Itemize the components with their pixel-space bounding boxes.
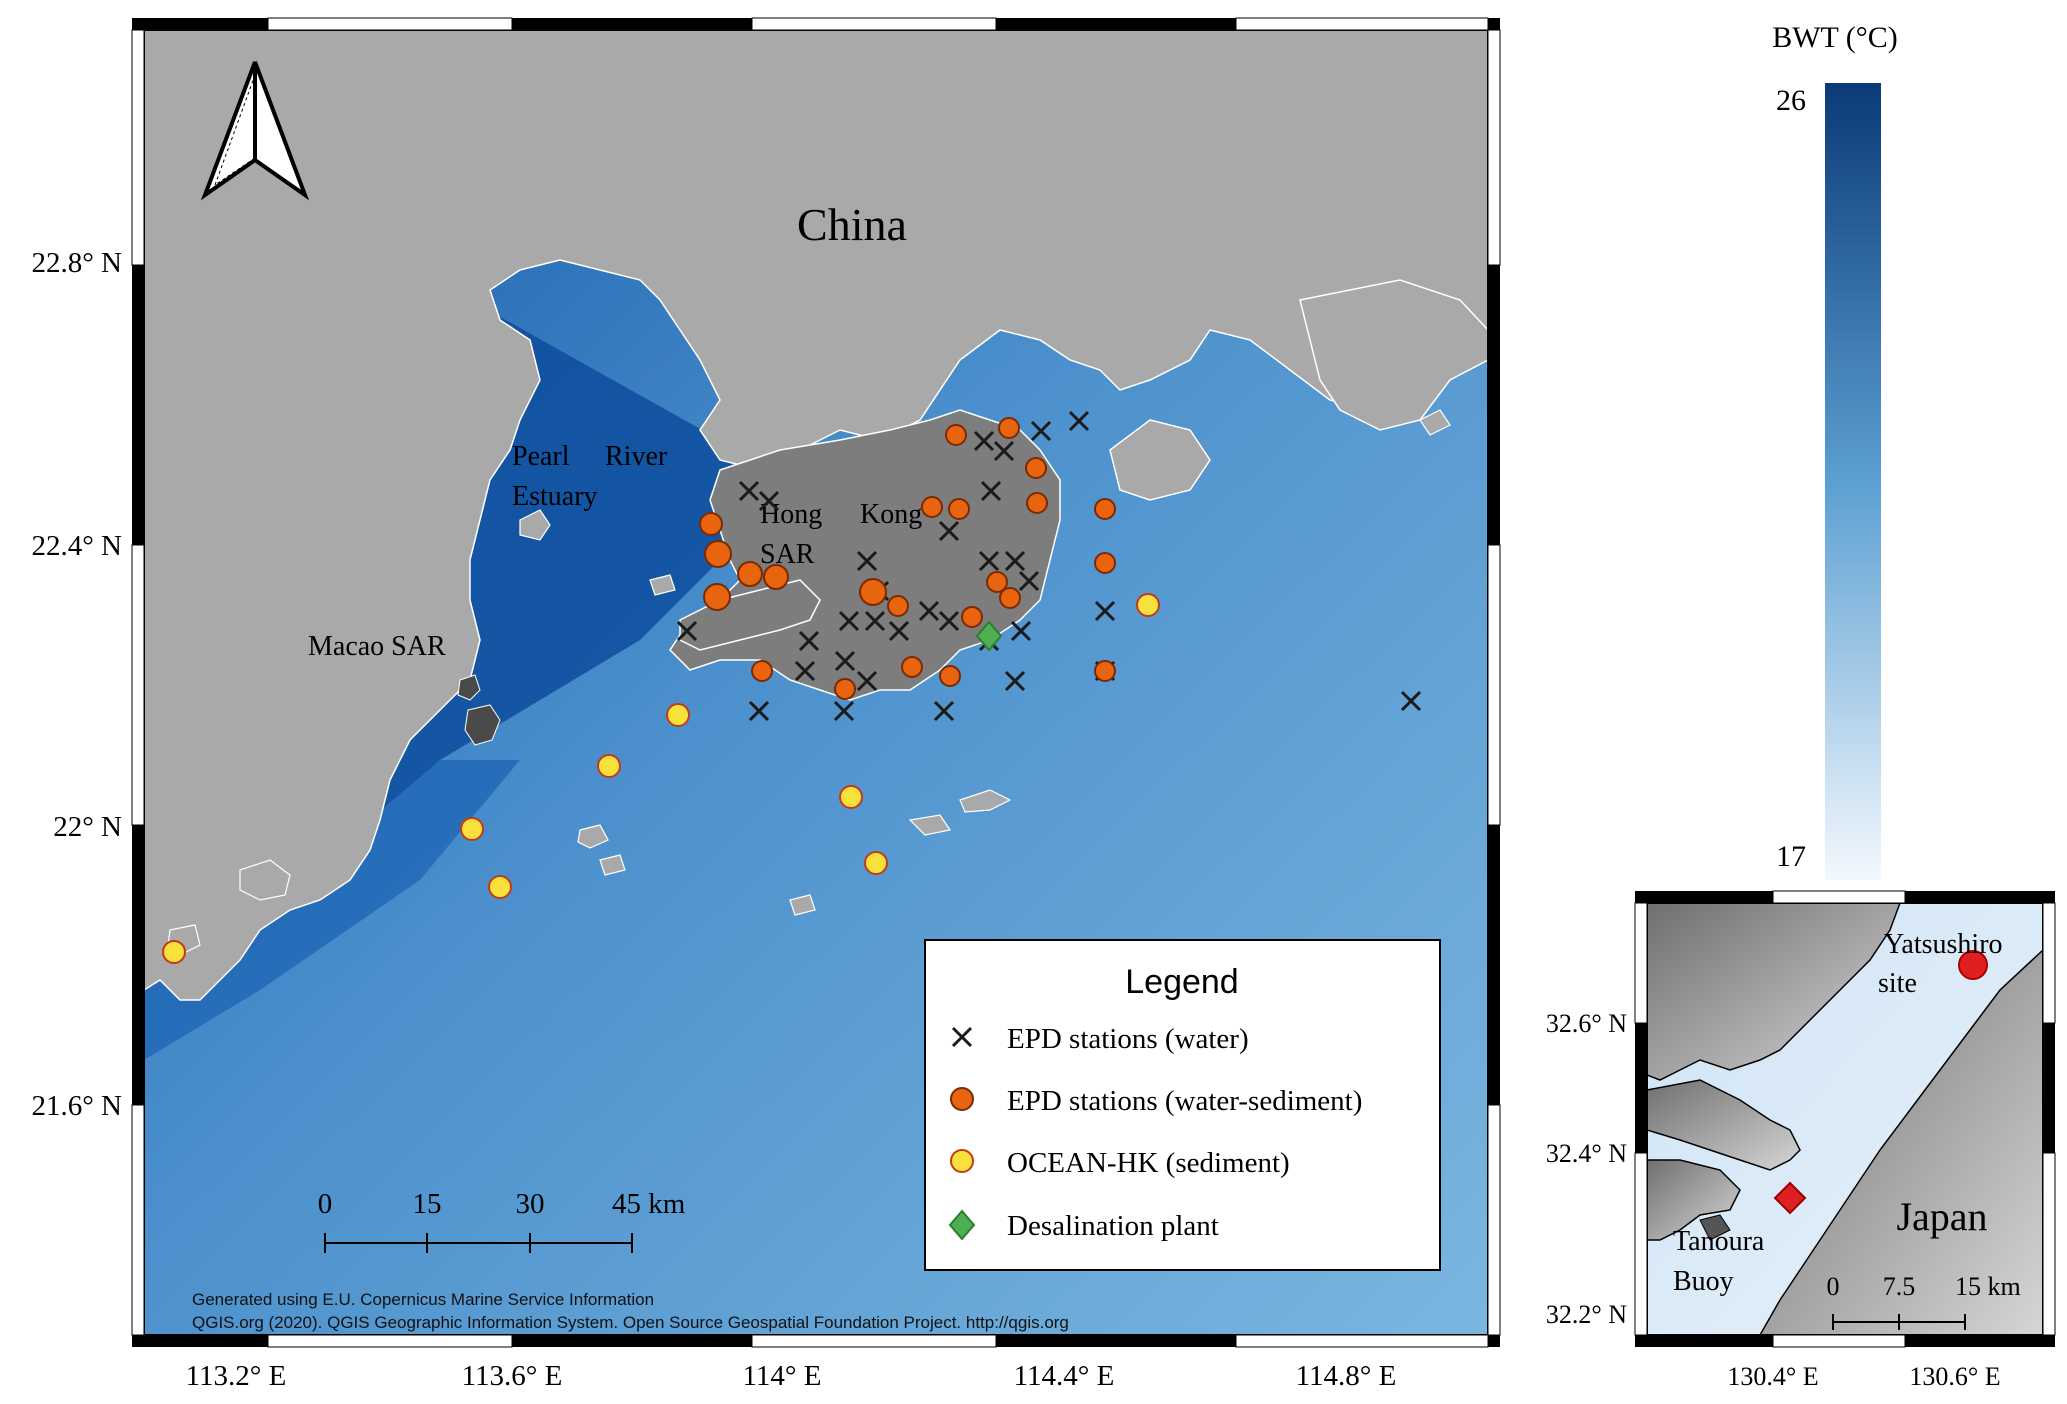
svg-text:OCEAN-HK (sediment): OCEAN-HK (sediment)	[1007, 1147, 1290, 1179]
legend-item-epd-water: EPD stations (water)	[951, 1023, 1249, 1055]
legend: Legend EPD stations (water) EPD stations…	[924, 939, 1441, 1271]
map-border-pattern	[131, 17, 1501, 1348]
mainland-china	[144, 30, 1488, 1001]
svg-text:EPD stations (water): EPD stations (water)	[1007, 1023, 1249, 1055]
tanoura-label-2: Buoy	[1673, 1266, 1734, 1297]
svg-text:Desalination plant: Desalination plant	[1007, 1210, 1219, 1242]
hong-kong-label-2: SAR	[760, 539, 815, 570]
inset-lat-tick-label: 32.6° N	[1546, 1009, 1627, 1038]
inset-lat-tick-label: 32.2° N	[1546, 1300, 1627, 1329]
pearl-river-label-2: Estuary	[512, 481, 598, 512]
hong-kong-label-1b: Kong	[860, 499, 922, 530]
ocean-hk-markers	[162, 593, 1160, 964]
legend-item-desalination: Desalination plant	[948, 1209, 1219, 1242]
colorbar-max-label: 26	[1776, 84, 1806, 117]
lon-tick-label: 114.4° E	[1014, 1360, 1115, 1392]
lat-tick-label: 21.6° N	[31, 1090, 122, 1122]
lat-tick-label: 22° N	[53, 811, 122, 843]
svg-text:15 km: 15 km	[1955, 1272, 2021, 1301]
markers	[162, 410, 1422, 964]
legend-item-epd-water-sediment: EPD stations (water-sediment)	[950, 1085, 1362, 1117]
svg-text:15: 15	[413, 1188, 442, 1220]
credit-line-1: Generated using E.U. Copernicus Marine S…	[192, 1290, 654, 1309]
main-map: China Pearl River Estuary Hong Kong SAR …	[31, 17, 1501, 1392]
colorbar-min-label: 17	[1776, 840, 1806, 873]
china-label: China	[797, 199, 907, 250]
desalination-plant-marker	[975, 620, 1003, 652]
pearl-river-label-1: Pearl	[512, 441, 570, 472]
lon-tick-label: 113.6° E	[462, 1360, 563, 1392]
inset-scale-bar: 0 7.5 15 km	[1827, 1272, 2021, 1330]
yatsushiro-site-marker	[1958, 950, 1988, 980]
lon-tick-label: 113.2° E	[186, 1360, 287, 1392]
lon-tick-label: 114.8° E	[1296, 1360, 1397, 1392]
inset-lon-tick-label: 130.4° E	[1727, 1362, 1818, 1391]
colorbar: BWT (°C) 26 17	[1772, 21, 1898, 880]
inset-lon-tick-label: 130.6° E	[1909, 1362, 2000, 1391]
lon-tick-label: 114° E	[743, 1360, 822, 1392]
svg-text:0: 0	[318, 1188, 333, 1220]
tanoura-label-1: Tanoura	[1673, 1226, 1765, 1257]
inset-lat-tick-label: 32.4° N	[1546, 1139, 1627, 1168]
credit-line-2: QGIS.org (2020). QGIS Geographic Informa…	[192, 1313, 1069, 1332]
svg-text:0: 0	[1827, 1272, 1840, 1301]
hong-kong-label-1: Hong	[760, 499, 822, 530]
inset-map: Yatsushiro site Tanoura Buoy Japan 0 7.5…	[1546, 890, 2056, 1391]
epd-water-sediment-markers	[699, 417, 1116, 700]
pearl-river-label-1b: River	[605, 441, 668, 472]
scale-bar: 0 15 30 45 km	[318, 1188, 686, 1253]
lat-tick-label: 22.8° N	[31, 247, 122, 279]
north-arrow-icon	[200, 61, 310, 201]
legend-item-ocean-hk: OCEAN-HK (sediment)	[950, 1147, 1290, 1179]
colorbar-title: BWT (°C)	[1772, 21, 1898, 54]
tanoura-buoy-marker	[1773, 1181, 1807, 1215]
svg-text:EPD stations (water-sediment): EPD stations (water-sediment)	[1007, 1085, 1362, 1117]
svg-text:45 km: 45 km	[612, 1188, 686, 1220]
lat-tick-label: 22.4° N	[31, 530, 122, 562]
japan-label: Japan	[1896, 1194, 1987, 1239]
colorbar-gradient	[1825, 83, 1881, 880]
svg-text:7.5: 7.5	[1883, 1272, 1916, 1301]
legend-title: Legend	[1125, 963, 1238, 1001]
yatsushiro-label-1: Yatsushiro	[1884, 929, 2003, 960]
yatsushiro-label-2: site	[1878, 968, 1917, 999]
macao-label: Macao SAR	[308, 631, 446, 662]
inset-land-japan	[1759, 948, 2043, 1335]
svg-text:30: 30	[516, 1188, 545, 1220]
